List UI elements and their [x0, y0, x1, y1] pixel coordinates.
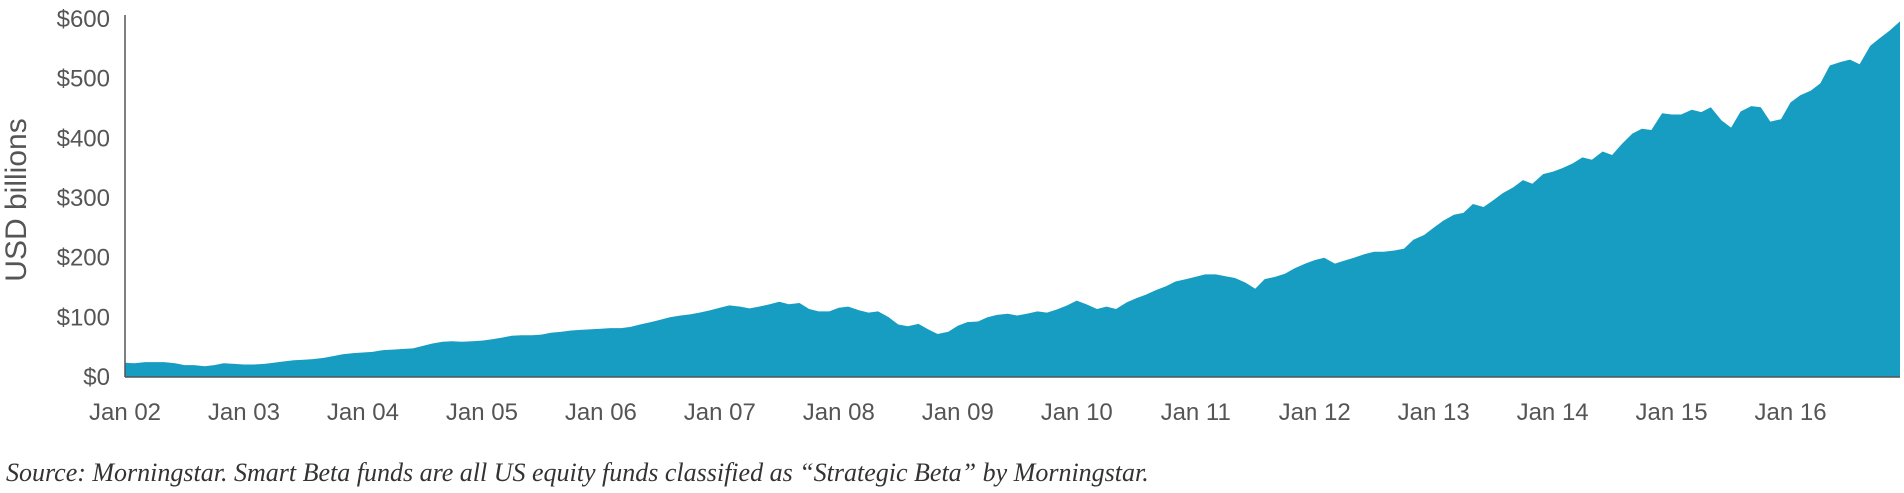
x-tick-label: Jan 16 — [1755, 399, 1827, 426]
x-tick-label: Jan 10 — [1041, 399, 1113, 426]
x-tick-label: Jan 06 — [565, 399, 637, 426]
area-series — [125, 21, 1900, 378]
y-tick-label: $100 — [57, 304, 110, 331]
x-tick-label: Jan 02 — [89, 399, 161, 426]
x-tick-label: Jan 11 — [1161, 399, 1231, 426]
x-tick-label: Jan 13 — [1398, 399, 1470, 426]
y-tick-label: $0 — [83, 364, 110, 391]
y-axis-label: USD billions — [0, 118, 33, 281]
x-tick-label: Jan 15 — [1636, 399, 1708, 426]
x-tick-label: Jan 07 — [684, 399, 756, 426]
x-tick-label: Jan 14 — [1517, 399, 1589, 426]
x-tick-label: Jan 03 — [208, 399, 280, 426]
area-chart: $0$100$200$300$400$500$600 Jan 02 Jan 03 J… — [0, 6, 1900, 426]
x-tick-label: Jan 04 — [327, 399, 399, 426]
y-axis-ticks: $0 $100 $200 $300 $400 $500 $600 — [57, 6, 110, 391]
chart-area: $0 $100 $200 $300 $400 $500 $600 Jan 02 Jan 03 J… — [0, 6, 1900, 426]
x-tick-label: Jan 05 — [446, 399, 518, 426]
x-tick-label: Jan 08 — [803, 399, 875, 426]
y-tick-label: $500 — [57, 66, 110, 93]
x-tick-label: Jan 12 — [1279, 399, 1351, 426]
plot-layer — [124, 15, 1900, 378]
y-tick-label: $300 — [57, 185, 110, 212]
x-tick-label: Jan 09 — [922, 399, 994, 426]
x-axis-ticks: Jan 02 Jan 03 Jan 04 Jan 05 Jan 06 Jan 07 Jan … — [89, 399, 1827, 426]
y-tick-label: $400 — [57, 125, 110, 152]
y-tick-label: $200 — [57, 245, 110, 272]
source-note: Source: Morningstar. Smart Beta funds ar… — [6, 458, 1149, 487]
y-tick-label: $600 — [57, 6, 110, 33]
